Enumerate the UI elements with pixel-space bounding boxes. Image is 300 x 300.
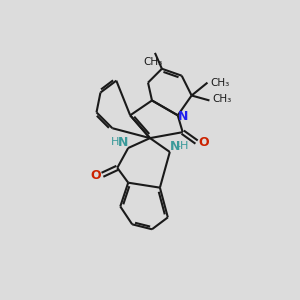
Text: N: N <box>169 140 180 152</box>
Text: H: H <box>111 137 119 147</box>
Text: -H: -H <box>176 141 189 151</box>
Text: O: O <box>90 169 101 182</box>
Text: CH₃: CH₃ <box>213 94 232 104</box>
Text: N: N <box>118 136 128 148</box>
Text: O: O <box>198 136 209 148</box>
Text: CH₃: CH₃ <box>211 78 230 88</box>
Text: N: N <box>178 110 188 123</box>
Text: CH₃: CH₃ <box>143 57 163 67</box>
